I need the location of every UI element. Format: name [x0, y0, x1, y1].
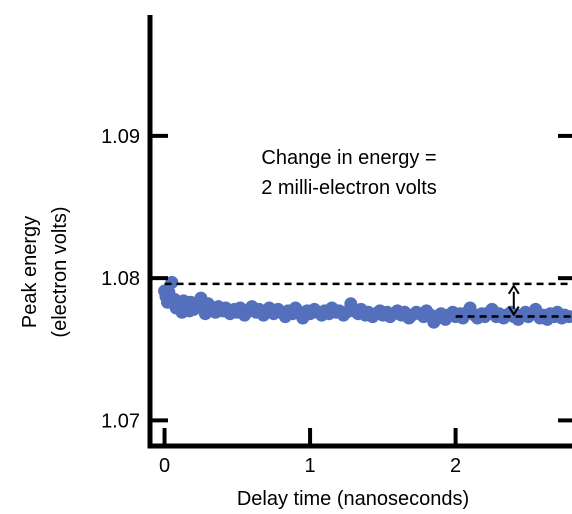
y-tick-label: 1.07 — [101, 410, 140, 432]
y-axis-title: Peak energy (electron volts) — [19, 206, 71, 337]
ticks — [150, 133, 572, 446]
x-tick-label: 0 — [159, 455, 170, 477]
x-axis-title: Delay time (nanoseconds) — [237, 488, 469, 510]
arrow-head-up — [507, 283, 520, 295]
axes — [147, 15, 572, 449]
reference-lines — [164, 282, 572, 318]
x-tick-label: 1 — [305, 455, 316, 477]
data-points — [158, 275, 572, 329]
y-tick-label: 1.09 — [101, 126, 140, 148]
y-axis-title-line2: (electron volts) — [49, 206, 71, 337]
difference-arrow — [507, 283, 520, 317]
arrow-head-down — [507, 306, 520, 317]
tick-labels: 1.07 1.08 1.09 0 1 2 — [101, 126, 461, 477]
annotation-line2: 2 milli-electron volts — [261, 177, 437, 199]
y-tick-label: 1.08 — [101, 268, 140, 290]
x-tick-label: 2 — [450, 455, 461, 477]
annotation-line1: Change in energy = — [261, 147, 436, 169]
y-axis-title-line1: Peak energy — [19, 216, 41, 328]
data-point — [165, 275, 179, 289]
